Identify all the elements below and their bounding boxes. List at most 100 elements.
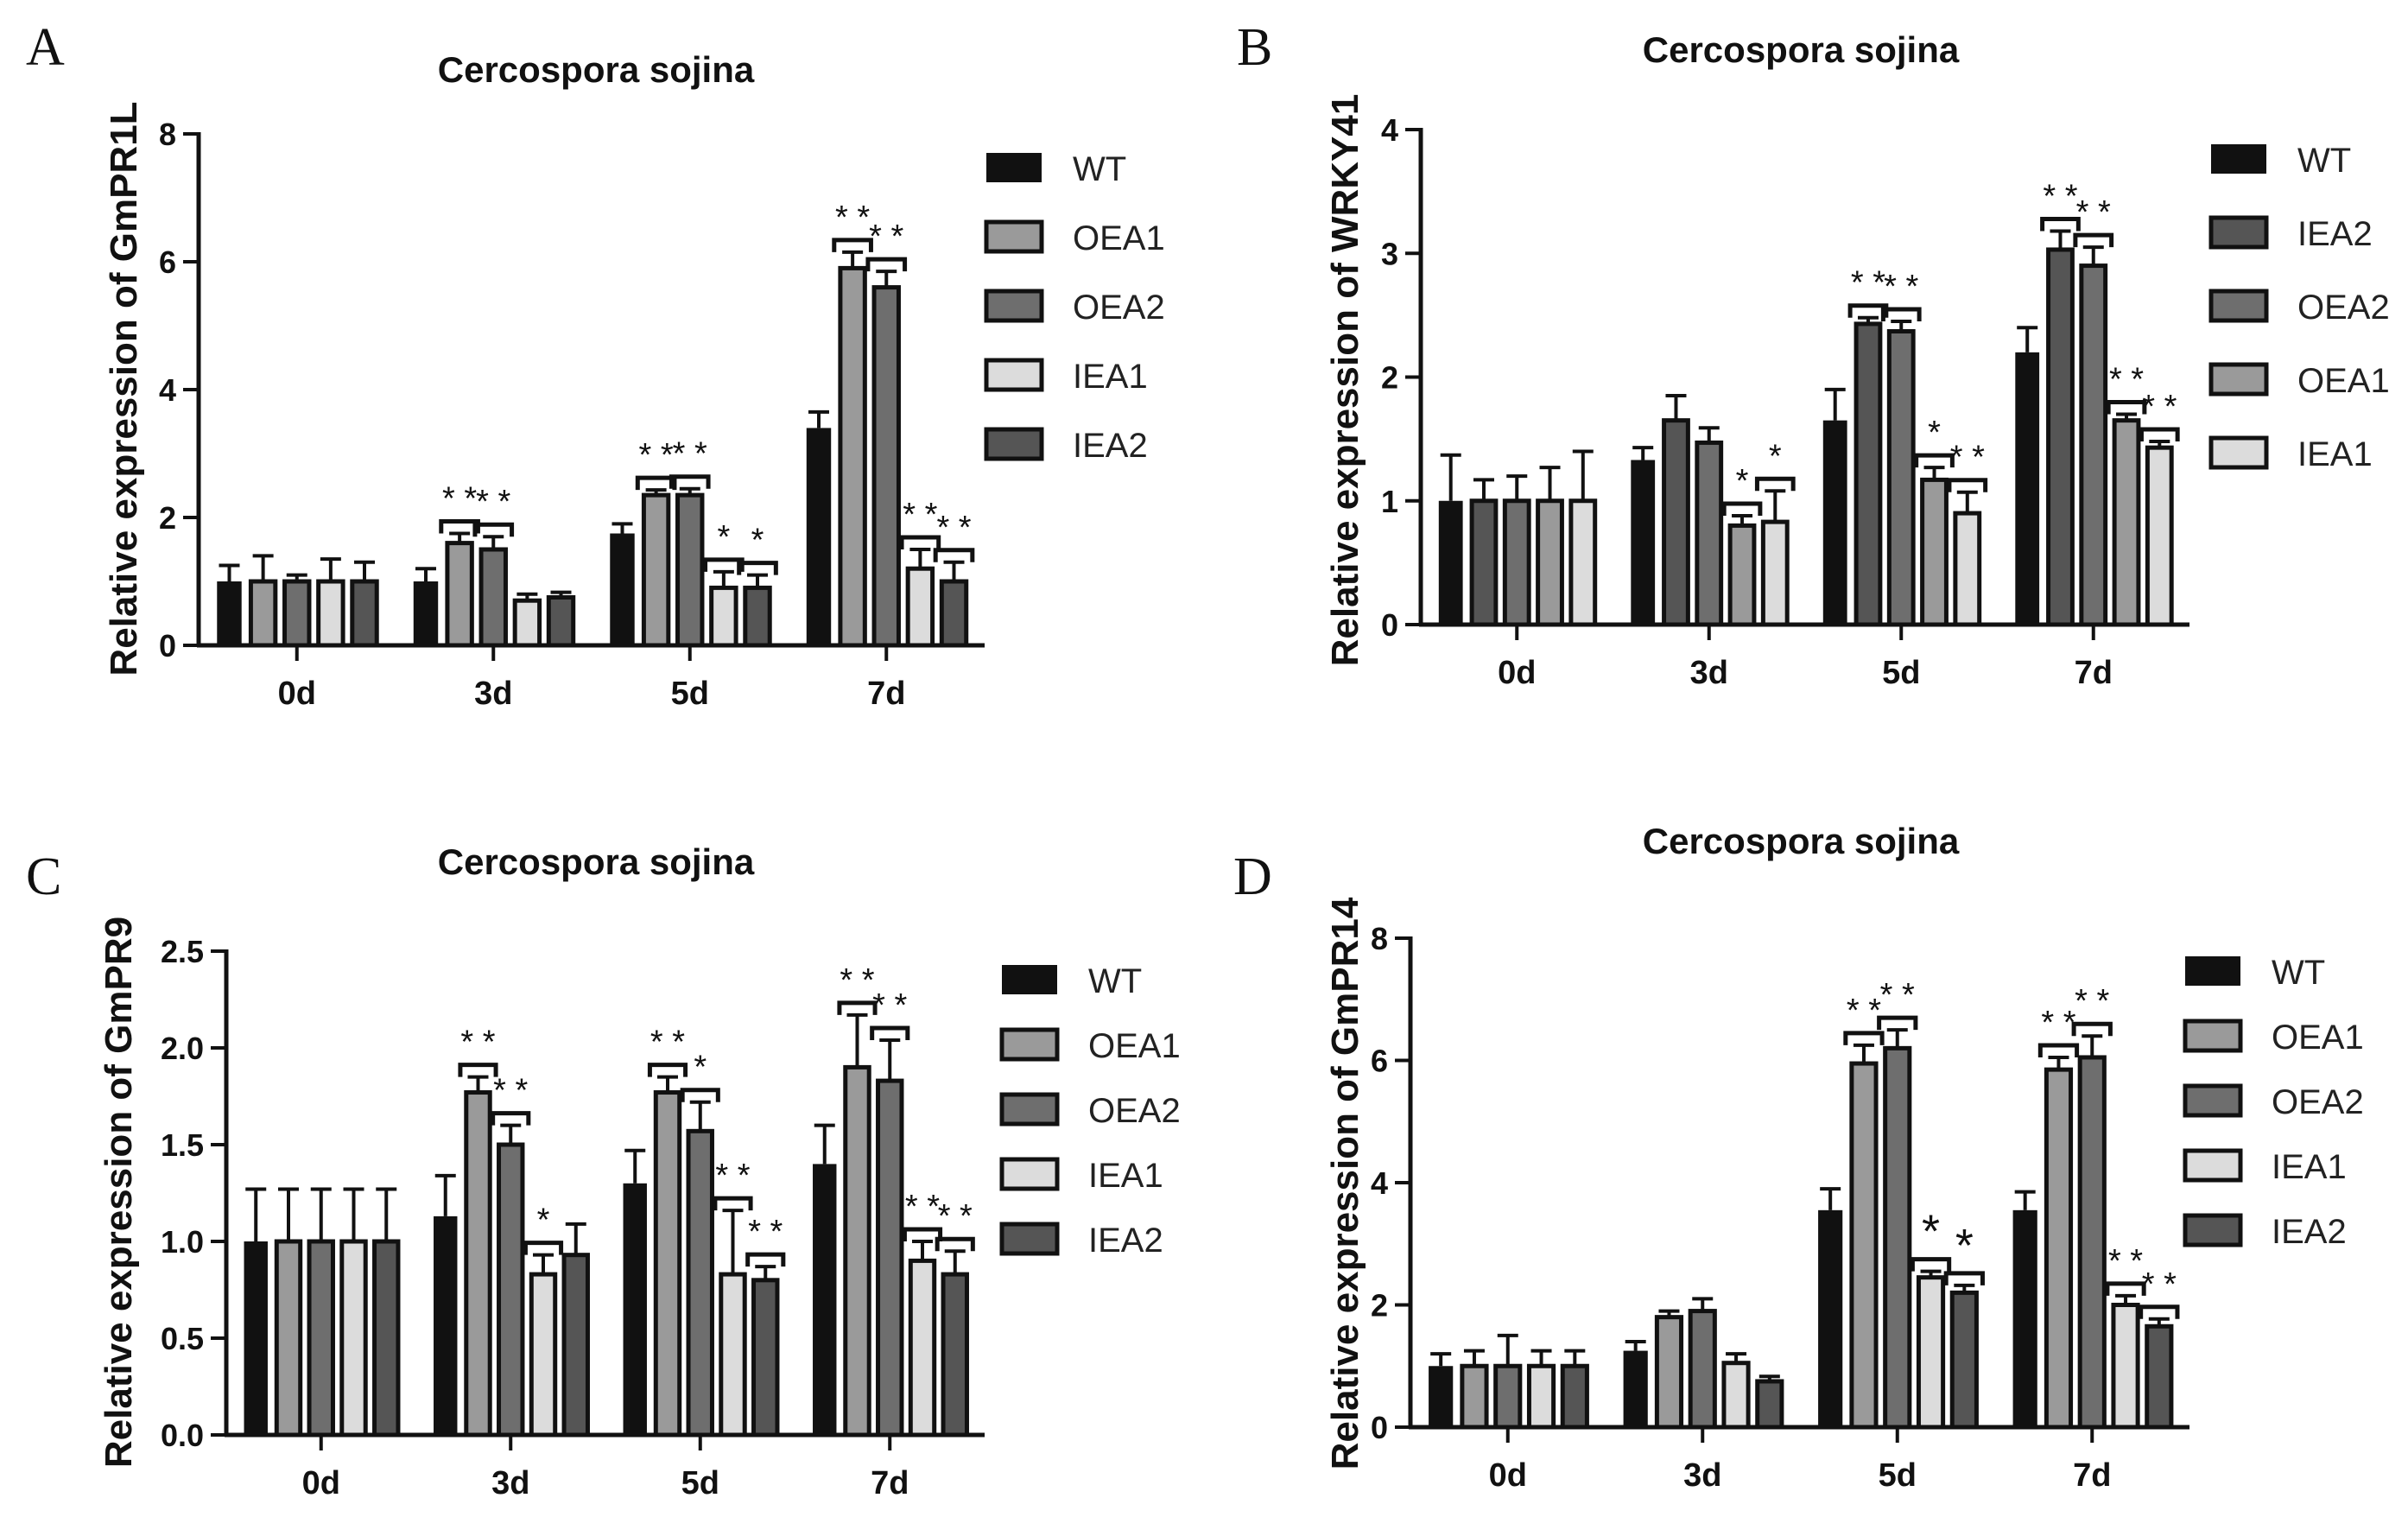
significance-bracket	[1843, 1031, 1885, 1045]
bar-iea2-7d	[941, 1272, 969, 1438]
x-tick-label: 7d	[2073, 1457, 2111, 1494]
significance-stars: * *	[748, 1214, 783, 1250]
significance-stars: * *	[1851, 265, 1885, 301]
significance-stars: * *	[2043, 178, 2077, 214]
legend-swatch-oea1	[999, 1027, 1060, 1062]
bar-oea2-0d	[1493, 1363, 1523, 1430]
bar-iea1-3d	[1760, 519, 1790, 627]
bar-oea1-7d	[2044, 1067, 2074, 1430]
significance-bracket	[1943, 1271, 1985, 1285]
bar-wt-7d	[2015, 352, 2040, 625]
x-tick-label: 3d	[474, 676, 512, 712]
x-tick-label: 5d	[681, 1465, 719, 1501]
bar-iea2-5d	[743, 585, 772, 648]
y-tick-label: 1	[1381, 484, 1398, 519]
significance-bracket	[1847, 303, 1889, 318]
significance-bracket	[523, 1241, 564, 1255]
legend-label: IEA1	[2272, 1148, 2347, 1186]
significance-stars: * *	[2142, 1266, 2177, 1303]
bar-oea2-5d	[686, 1128, 714, 1438]
bar-iea2-0d	[1469, 498, 1499, 627]
significance-bracket	[2071, 1021, 2113, 1037]
legend-label: OEA2	[1073, 289, 1165, 327]
bar-oea1-5d	[653, 1090, 682, 1438]
significance-bracket	[935, 1236, 975, 1252]
bar-oea2-5d	[675, 492, 705, 648]
bar-oea1-7d	[838, 265, 867, 648]
legend-swatch-oea2	[999, 1092, 1060, 1127]
significance-bracket	[635, 475, 677, 491]
chart-title: Cercospora sojina	[1643, 29, 1960, 70]
significance-stars: * *	[1880, 977, 1915, 1013]
legend-label: OEA1	[2272, 1019, 2364, 1057]
significance-bracket	[832, 238, 873, 252]
significance-bracket	[2106, 399, 2147, 415]
legend-swatch-wt	[2211, 144, 2266, 174]
significance-stars: * *	[493, 1073, 528, 1109]
x-tick-label: 5d	[1879, 1457, 1917, 1494]
significance-bracket	[458, 1063, 498, 1077]
bar-iea1-0d	[1568, 498, 1598, 627]
significance-bracket	[680, 1088, 720, 1102]
bar-iea1-0d	[339, 1239, 368, 1438]
significance-stars: *	[751, 523, 764, 559]
significance-stars: * *	[903, 497, 937, 533]
significance-stars: * *	[1950, 440, 1985, 476]
legend-swatch-iea1	[2208, 435, 2269, 470]
bar-iea2-3d	[1662, 418, 1690, 627]
bar-iea1-7d	[2145, 445, 2174, 627]
legend-swatch-iea2	[999, 1222, 1060, 1256]
significance-stars: * *	[2109, 361, 2144, 397]
bar-iea1-5d	[1916, 1275, 1946, 1430]
y-tick-label: 6	[1371, 1044, 1388, 1079]
y-tick-label: 0	[1381, 607, 1398, 643]
bar-oea2-7d	[2079, 263, 2108, 627]
significance-bracket	[1914, 453, 1955, 468]
legend-label: OEA1	[2297, 362, 2390, 400]
significance-stars: * *	[715, 1158, 750, 1194]
x-tick-label: 0d	[1489, 1457, 1527, 1494]
bar-wt-3d	[1623, 1350, 1648, 1427]
panel-letter: B	[1237, 18, 1272, 77]
y-tick-label: 2	[159, 500, 176, 536]
bar-wt-7d	[813, 1164, 837, 1435]
bar-oea2-7d	[2077, 1055, 2107, 1430]
legend-swatch-iea2	[2208, 215, 2269, 250]
legend-swatch-oea2	[2208, 289, 2269, 323]
chart-title: Cercospora sojina	[438, 49, 755, 90]
y-tick-label: 1.0	[161, 1224, 204, 1260]
bar-oea1-0d	[248, 579, 278, 648]
legend-label: OEA2	[2272, 1083, 2364, 1121]
significance-bracket	[472, 522, 515, 537]
significance-bracket	[2073, 232, 2114, 248]
bar-wt-0d	[1438, 500, 1463, 625]
bar-iea1-5d	[1953, 511, 1982, 627]
legend-swatch-wt	[986, 153, 1042, 182]
bar-oea2-3d	[1688, 1309, 1717, 1430]
bar-oea1-3d	[445, 541, 474, 648]
legend-label: IEA1	[2297, 435, 2373, 473]
significance-bracket	[669, 474, 711, 489]
x-tick-label: 0d	[278, 676, 316, 712]
bar-iea1-7d	[908, 1258, 937, 1438]
significance-stars: * *	[639, 437, 674, 473]
significance-stars: * *	[2108, 1243, 2143, 1279]
bar-oea1-5d	[641, 492, 671, 648]
panel-letter: D	[1233, 847, 1272, 906]
bar-iea1-0d	[1526, 1363, 1556, 1430]
x-tick-label: 3d	[1683, 1457, 1721, 1494]
bar-wt-5d	[610, 533, 635, 645]
y-tick-label: 0.5	[161, 1321, 204, 1356]
bar-iea1-5d	[709, 585, 738, 648]
bar-iea2-0d	[1560, 1363, 1589, 1430]
legend-label: WT	[2272, 954, 2325, 992]
significance-bracket	[1877, 1015, 1918, 1031]
bar-oea2-0d	[307, 1239, 335, 1438]
bar-oea1-3d	[464, 1090, 492, 1438]
legend-swatch-oea1	[2208, 362, 2269, 397]
bar-oea2-0d	[282, 579, 312, 648]
significance-stars: * *	[2142, 389, 2177, 425]
significance-bracket	[647, 1063, 688, 1077]
bar-wt-3d	[1631, 460, 1656, 625]
